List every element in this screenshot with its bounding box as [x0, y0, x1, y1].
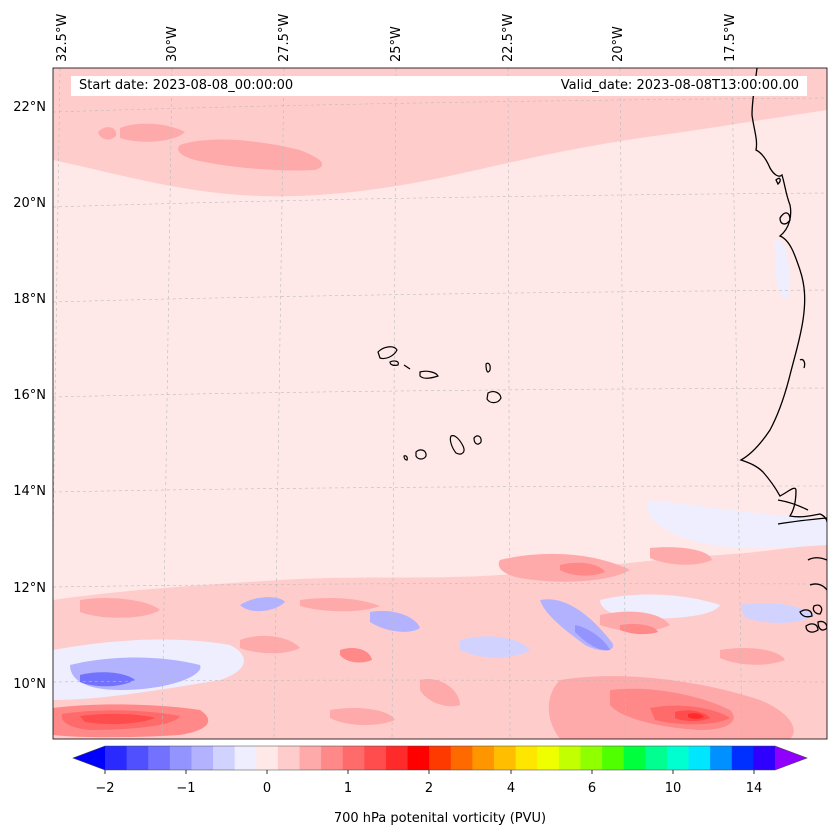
map-frame: [52, 67, 828, 740]
colorbar-tick-label: 1: [344, 781, 352, 796]
colorbar-cell: [277, 746, 301, 770]
lon-label: 32.5°W: [55, 14, 70, 62]
colorbar-cell: [688, 746, 711, 770]
colorbar-cell: [256, 746, 279, 770]
colorbar-cell: [666, 746, 690, 770]
lat-label: 22°N: [13, 100, 46, 115]
cape-verde-islands: [377, 346, 502, 461]
colorbar: −2 −1 0 1 2 4 6 10 14 700 hPa potenital …: [72, 745, 808, 826]
pv-field: [53, 68, 827, 739]
graticule: [53, 68, 827, 739]
colorbar-cell: [450, 746, 473, 770]
longitude-labels: 32.5°W 30°W 27.5°W 25°W 22.5°W 20°W 17.5…: [55, 14, 738, 62]
lat-label: 20°N: [13, 196, 46, 211]
coastline: [739, 68, 827, 633]
colorbar-cell: [602, 746, 625, 770]
colorbar-tick-label: −2: [95, 781, 114, 796]
lon-label: 20°W: [611, 26, 626, 62]
start-date: Start date: 2023-08-08_00:00:00: [79, 78, 294, 93]
colorbar-cell: [148, 746, 171, 770]
colorbar-cell: [494, 746, 517, 770]
colorbar-tick-labels: −2 −1 0 1 2 4 6 10 14: [95, 781, 762, 796]
lon-label: 30°W: [165, 26, 180, 62]
colorbar-cell: [731, 746, 754, 770]
colorbar-ticks: [104, 770, 755, 774]
lon-label: 25°W: [389, 26, 404, 62]
lat-label: 18°N: [13, 292, 46, 307]
lon-label: 27.5°W: [277, 14, 292, 62]
colorbar-cell: [169, 746, 192, 770]
lat-label: 12°N: [13, 581, 46, 596]
colorbar-cell: [645, 746, 668, 770]
colorbar-cell: [364, 746, 387, 770]
colorbar-cell: [126, 746, 149, 770]
colorbar-cell: [580, 746, 603, 770]
lat-label: 16°N: [13, 388, 46, 403]
colorbar-cell: [710, 746, 733, 770]
colorbar-cell: [105, 746, 128, 770]
colorbar-cell: [558, 746, 581, 770]
colorbar-cell: [385, 746, 409, 770]
colorbar-tick-label: 4: [507, 781, 515, 796]
lat-label: 10°N: [13, 677, 46, 692]
colorbar-cell: [213, 746, 236, 770]
colorbar-cell: [472, 746, 495, 770]
colorbar-tick-label: 10: [665, 781, 682, 796]
colorbar-label: 700 hPa potenital vorticity (PVU): [334, 811, 546, 826]
date-header: Start date: 2023-08-08_00:00:00 Valid_da…: [71, 76, 807, 96]
lat-label: 14°N: [13, 484, 46, 499]
colorbar-max-arrow: [775, 746, 807, 770]
colorbar-cell: [234, 746, 257, 770]
colorbar-min-arrow: [73, 746, 105, 770]
lon-label: 17.5°W: [723, 14, 738, 62]
colorbar-cell: [321, 746, 344, 770]
colorbar-cells: [105, 746, 776, 770]
valid-date: Valid_date: 2023-08-08T13:00:00.00: [560, 78, 799, 93]
colorbar-tick-label: −1: [176, 781, 195, 796]
colorbar-cell: [342, 746, 365, 770]
colorbar-tick-label: 14: [746, 781, 763, 796]
colorbar-cell: [299, 746, 322, 770]
colorbar-cell: [623, 746, 646, 770]
colorbar-tick-label: 0: [263, 781, 271, 796]
colorbar-tick-label: 2: [425, 781, 433, 796]
lon-label: 22.5°W: [501, 14, 516, 62]
latitude-labels: 22°N 20°N 18°N 16°N 14°N 12°N 10°N: [13, 100, 46, 692]
colorbar-cell: [407, 746, 430, 770]
colorbar-cell: [537, 746, 560, 770]
colorbar-tick-label: 6: [588, 781, 596, 796]
colorbar-cell: [429, 746, 452, 770]
colorbar-cell: [191, 746, 214, 770]
colorbar-cell: [753, 746, 776, 770]
colorbar-cell: [515, 746, 538, 770]
